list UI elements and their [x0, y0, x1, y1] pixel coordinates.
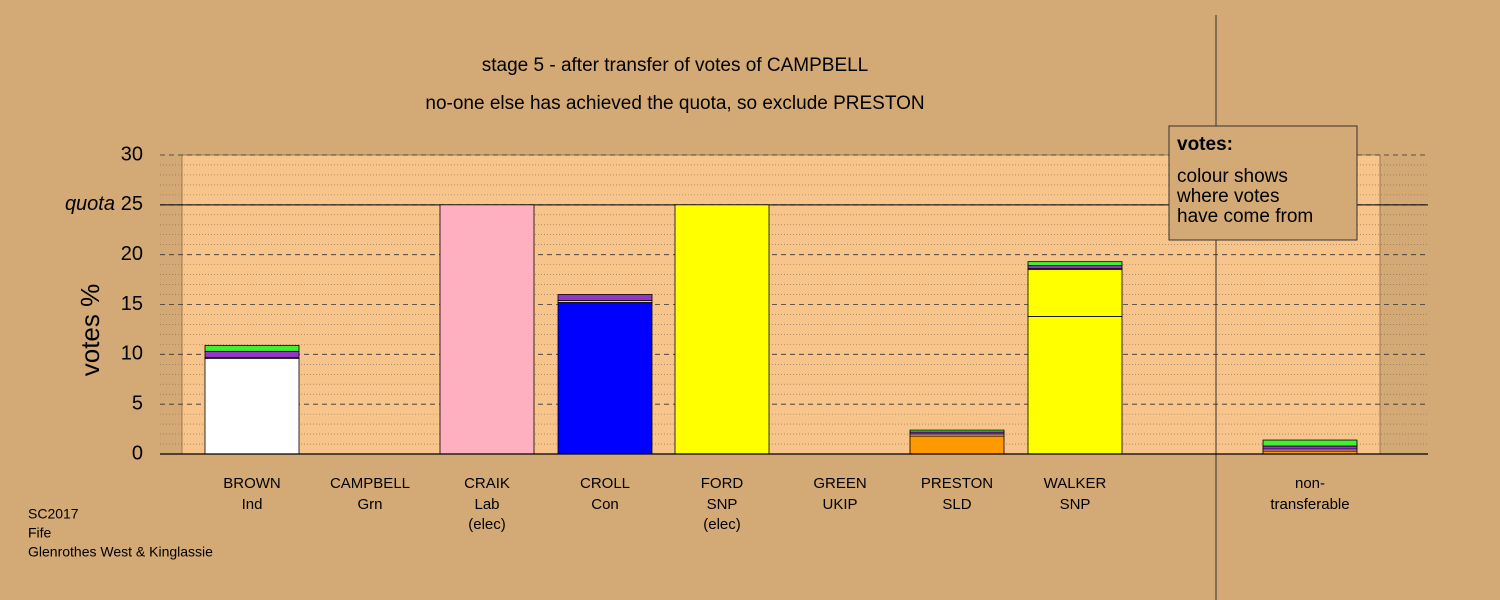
- party-label: SLD: [942, 496, 971, 513]
- category-label: CAMPBELL: [330, 475, 410, 492]
- bar-segment: [1262, 445, 1358, 450]
- party-label: SNP: [707, 496, 738, 513]
- bar-segment: [1027, 316, 1123, 455]
- chart-subtitle: no-one else has achieved the quota, so e…: [425, 93, 924, 114]
- bar-segment: [204, 357, 300, 455]
- bar-segment: [674, 204, 770, 455]
- legend-title: votes:: [1177, 134, 1233, 155]
- y-tick-label: 20: [121, 243, 143, 265]
- bar-segment: [1027, 261, 1123, 267]
- party-label: Con: [591, 496, 619, 513]
- legend-text: have come from: [1177, 206, 1313, 227]
- legend-text: where votes: [1176, 186, 1279, 207]
- category-label: CROLL: [580, 475, 630, 492]
- legend-text: colour shows: [1177, 166, 1288, 187]
- party-label: Grn: [357, 496, 382, 513]
- category-label: FORD: [701, 475, 744, 492]
- legend-box: [1168, 125, 1358, 241]
- party-label: UKIP: [822, 496, 857, 513]
- y-tick-label: 0: [132, 442, 143, 464]
- party-label: Ind: [242, 496, 263, 513]
- party-label: Lab: [474, 496, 499, 513]
- bar-segment: [1262, 439, 1358, 447]
- bar-segment: [557, 302, 653, 455]
- category-label: GREEN: [813, 475, 866, 492]
- bar-segment: [1027, 265, 1123, 270]
- bar-segment: [1027, 269, 1123, 317]
- footnote: Fife: [28, 525, 52, 541]
- category-label: CRAIK: [464, 475, 510, 492]
- bar-segment: [439, 204, 535, 455]
- party-label: SNP: [1060, 496, 1091, 513]
- quota-label: quota: [65, 193, 115, 215]
- category-label: BROWN: [223, 475, 281, 492]
- party-label: transferable: [1270, 496, 1349, 513]
- category-label: WALKER: [1044, 475, 1107, 492]
- y-tick-label: 15: [121, 293, 143, 315]
- bar-segment: [909, 429, 1005, 433]
- y-axis-label: votes %: [75, 284, 105, 377]
- bar-segment: [204, 344, 300, 352]
- category-label: PRESTON: [921, 475, 993, 492]
- chart-title: stage 5 - after transfer of votes of CAM…: [482, 55, 869, 76]
- footnote: Glenrothes West & Kinglassie: [28, 544, 213, 560]
- y-tick-label: 25: [121, 193, 143, 215]
- bar-segment: [557, 294, 653, 301]
- y-tick-label: 10: [121, 343, 143, 365]
- y-tick-label: 30: [121, 143, 143, 165]
- footnote: SC2017: [28, 506, 79, 522]
- note-label: (elec): [468, 516, 506, 533]
- note-label: (elec): [703, 516, 741, 533]
- category-label: non-: [1295, 475, 1325, 492]
- bar-segment: [204, 350, 300, 358]
- bar-segment: [909, 435, 1005, 455]
- y-tick-label: 5: [132, 392, 143, 414]
